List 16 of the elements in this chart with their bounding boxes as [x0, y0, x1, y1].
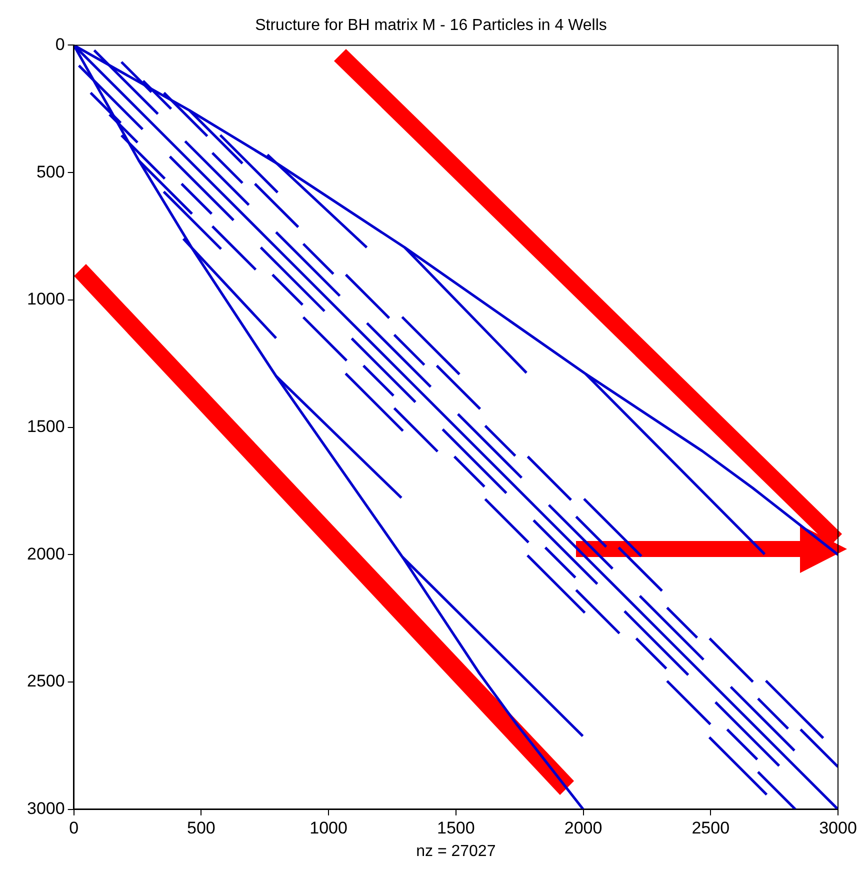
chart-title: Structure for BH matrix M - 16 Particles in 4 Wells	[255, 17, 607, 34]
y-tick-label: 1500	[26, 416, 65, 436]
x-tick-label: 500	[186, 818, 216, 838]
x-tick-label: 3000	[819, 818, 857, 838]
x-axis-title: nz = 27027	[416, 842, 496, 860]
x-tick-label: 2000	[564, 818, 602, 838]
y-tick-label: 2000	[26, 544, 65, 564]
y-tick-label: 1000	[26, 290, 65, 309]
y-tick-label: 500	[36, 162, 65, 182]
x-tick-label: 2500	[692, 818, 730, 838]
y-tick-label: 2500	[26, 672, 65, 691]
y-tick-label: 0	[55, 34, 65, 54]
x-tick-label: 0	[69, 818, 79, 838]
x-tick-label: 1500	[436, 818, 475, 838]
x-tick-label: 1000	[310, 818, 348, 838]
y-tick-label: 3000	[26, 799, 65, 818]
